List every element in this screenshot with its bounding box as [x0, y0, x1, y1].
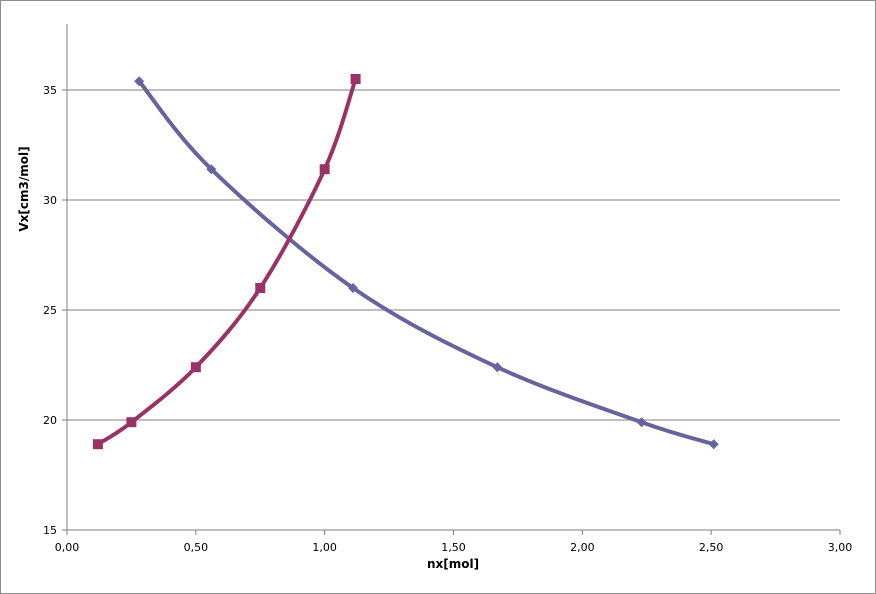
series-1-point — [126, 417, 137, 428]
plot-area — [67, 24, 840, 530]
x-tick-label: 1,50 — [441, 541, 466, 554]
series-0-point — [636, 417, 647, 428]
y-tick-label: 35 — [43, 84, 57, 97]
series-0-point — [206, 164, 217, 175]
x-tick-label: 0,00 — [55, 541, 80, 554]
tick-labels: 15 20 25 30 35 0,00 0,50 1,00 1,50 2,00 2,50 3,00 — [43, 84, 852, 554]
series-1-point — [319, 164, 330, 175]
y-axis-title: Vx[cm3/mol] — [17, 146, 31, 231]
y-tick-label: 30 — [43, 194, 57, 207]
x-tick-label: 2,50 — [699, 541, 724, 554]
series-1-point — [92, 439, 103, 450]
y-tick-label: 15 — [43, 524, 57, 537]
y-tick-label: 20 — [43, 414, 57, 427]
axes — [62, 24, 841, 535]
series-0-point — [708, 439, 719, 450]
series-1-point — [255, 283, 266, 293]
x-axis-title: nx[mol] — [427, 557, 479, 571]
x-tick-label: 1,00 — [312, 541, 337, 554]
grid-lines — [67, 89, 840, 421]
series-0-point — [134, 76, 145, 87]
series-0-point — [492, 362, 503, 373]
series-1-point — [350, 74, 361, 84]
x-tick-label: 0,50 — [184, 541, 209, 554]
x-tick-label: 2,00 — [570, 541, 595, 554]
x-tick-label: 3,00 — [828, 541, 853, 554]
y-tick-label: 25 — [43, 304, 57, 317]
series-layer — [92, 74, 719, 450]
series-1-point — [190, 362, 201, 373]
series-0-point — [348, 283, 359, 293]
